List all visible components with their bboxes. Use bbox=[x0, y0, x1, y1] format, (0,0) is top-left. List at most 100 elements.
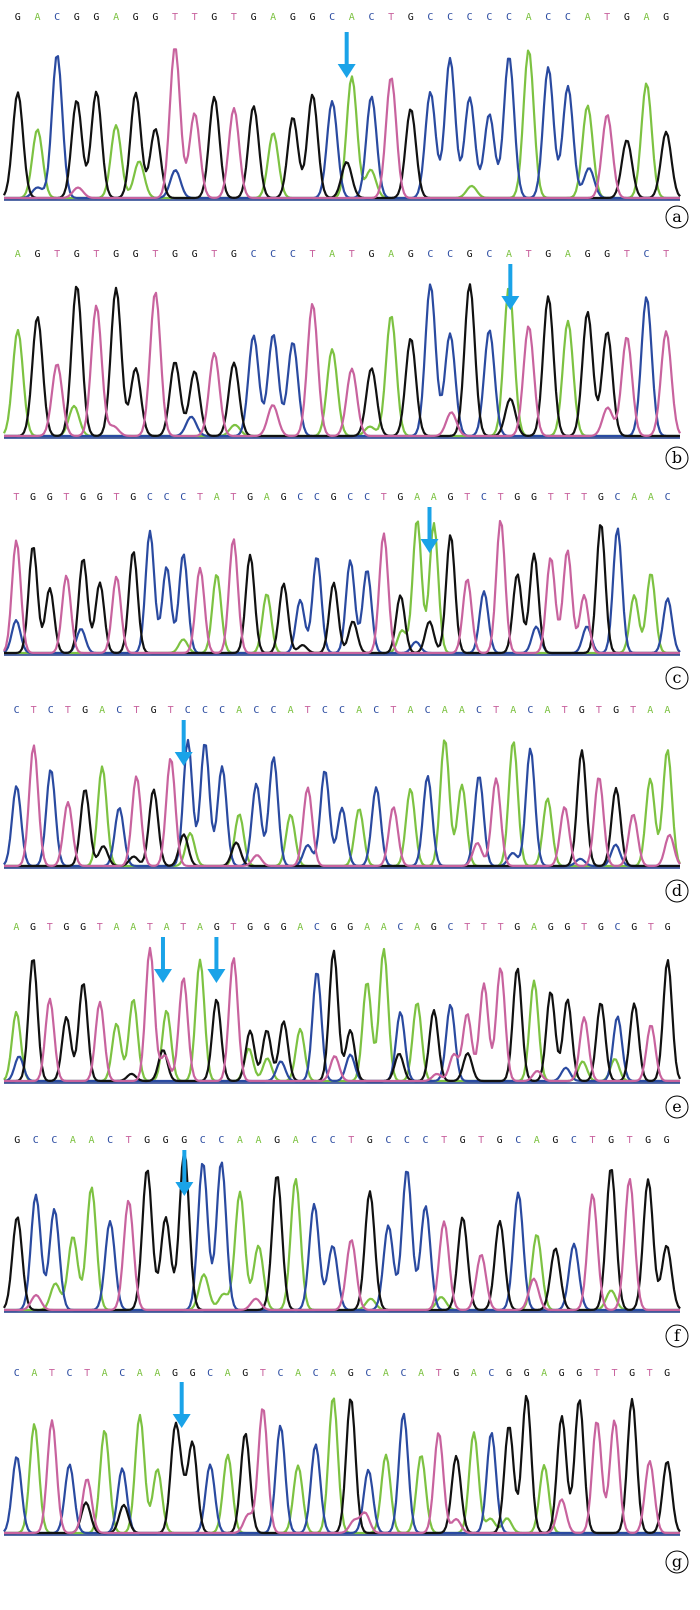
base-call-letter: G bbox=[664, 1368, 670, 1379]
base-call-letter: C bbox=[66, 1368, 72, 1379]
base-call-letter: C bbox=[313, 1368, 319, 1379]
base-call-letter: G bbox=[63, 922, 69, 933]
base-call-letter: C bbox=[202, 705, 208, 716]
base-call-letter: G bbox=[663, 12, 669, 23]
base-call-letter: G bbox=[211, 12, 217, 23]
base-call-letter: C bbox=[322, 705, 328, 716]
base-call-letter: C bbox=[404, 1135, 410, 1146]
base-call-letter: C bbox=[270, 249, 276, 260]
base-call-letter: C bbox=[185, 705, 191, 716]
base-call-letter: G bbox=[631, 922, 637, 933]
base-call-letter: T bbox=[624, 249, 630, 260]
base-call-letter: C bbox=[665, 492, 671, 503]
base-call-letter: G bbox=[214, 922, 220, 933]
base-call-letter: T bbox=[581, 492, 587, 503]
base-call-letter: G bbox=[514, 492, 520, 503]
base-call-letter: C bbox=[270, 705, 276, 716]
base-call-letter: G bbox=[309, 12, 315, 23]
trace-T bbox=[4, 1178, 680, 1312]
base-call-letter: G bbox=[93, 12, 99, 23]
base-call-letter: G bbox=[576, 1368, 582, 1379]
base-call-letter: T bbox=[31, 705, 37, 716]
base-call-letter: A bbox=[414, 922, 420, 933]
base-call-letter: G bbox=[598, 922, 604, 933]
base-call-letter: G bbox=[264, 922, 270, 933]
base-call-letter: C bbox=[422, 1135, 428, 1146]
base-call-letter: G bbox=[624, 12, 630, 23]
svg-text:g: g bbox=[672, 1552, 682, 1571]
base-call-letter: A bbox=[264, 492, 270, 503]
base-call-letter: G bbox=[47, 492, 53, 503]
base-call-letter: C bbox=[164, 492, 170, 503]
base-call-letter: G bbox=[113, 249, 119, 260]
trace-G bbox=[4, 524, 680, 655]
base-call-letter: C bbox=[314, 922, 320, 933]
base-call-letter: T bbox=[627, 1135, 633, 1146]
base-call-letter: G bbox=[524, 1368, 530, 1379]
base-call-letter: A bbox=[506, 249, 512, 260]
base-call-letter: G bbox=[506, 1368, 512, 1379]
base-call-letter: G bbox=[15, 12, 21, 23]
base-call-letter: A bbox=[113, 12, 119, 23]
base-call-letter: C bbox=[365, 1368, 371, 1379]
base-call-letter: C bbox=[364, 492, 370, 503]
base-call-letter: A bbox=[510, 705, 516, 716]
base-call-letter: C bbox=[277, 1368, 283, 1379]
base-call-letter: C bbox=[486, 249, 492, 260]
base-call-letter: G bbox=[453, 1368, 459, 1379]
trace-C bbox=[3, 972, 680, 1083]
panel-label: a bbox=[665, 205, 689, 229]
base-call-letter: C bbox=[297, 492, 303, 503]
mutation-arrow-icon bbox=[172, 1382, 191, 1428]
base-call-letter: A bbox=[197, 922, 203, 933]
base-call-letter: T bbox=[197, 492, 203, 503]
base-call-letter: A bbox=[113, 922, 119, 933]
base-call-letter: G bbox=[545, 249, 551, 260]
base-call-letter: G bbox=[604, 249, 610, 260]
base-call-letter: G bbox=[82, 705, 88, 716]
trace-T bbox=[4, 291, 682, 438]
mutation-arrow-icon bbox=[420, 507, 439, 553]
trace-G bbox=[4, 949, 682, 1083]
base-call-letter: T bbox=[349, 249, 355, 260]
base-call-letter: A bbox=[15, 249, 21, 260]
base-call-letter: G bbox=[14, 1135, 20, 1146]
base-call-letter: T bbox=[230, 492, 236, 503]
base-call-letter: G bbox=[190, 1368, 196, 1379]
base-call-letter: T bbox=[630, 705, 636, 716]
mutation-arrow-icon bbox=[175, 1150, 194, 1196]
panel-label: c bbox=[665, 666, 689, 690]
base-call-letter: A bbox=[407, 705, 413, 716]
base-call-letter: C bbox=[427, 249, 433, 260]
base-call-letter: T bbox=[172, 12, 178, 23]
base-call-letter: G bbox=[645, 1135, 651, 1146]
base-call-letter: A bbox=[541, 1368, 547, 1379]
base-call-letter: G bbox=[30, 492, 36, 503]
panel-label: d bbox=[665, 879, 689, 903]
base-call-letter: G bbox=[80, 922, 86, 933]
base-call-letter: A bbox=[349, 12, 355, 23]
base-call-letter: C bbox=[427, 12, 433, 23]
base-call-letter: G bbox=[30, 922, 36, 933]
panel-a: G A C G G A G G T T G T G A G G C A C T G C C C C C A C C A T G A Ga bbox=[2, 12, 689, 229]
base-call-letter: T bbox=[231, 12, 237, 23]
mutation-arrow-icon bbox=[207, 937, 226, 983]
trace-T bbox=[4, 744, 681, 868]
base-call-letter: T bbox=[97, 922, 103, 933]
base-call-letter: G bbox=[585, 249, 591, 260]
svg-text:e: e bbox=[672, 1097, 681, 1116]
base-call-letter: G bbox=[74, 249, 80, 260]
base-call-letter: C bbox=[614, 922, 620, 933]
mutation-arrow-icon bbox=[501, 264, 520, 310]
base-call-letter: G bbox=[247, 492, 253, 503]
base-call-letter: G bbox=[281, 922, 287, 933]
base-call-letter: A bbox=[214, 492, 220, 503]
base-call-letter: G bbox=[598, 492, 604, 503]
base-call-letter: T bbox=[526, 249, 532, 260]
base-call-letter: C bbox=[116, 705, 122, 716]
base-call-letter: G bbox=[163, 1135, 169, 1146]
base-call-letter: C bbox=[385, 1135, 391, 1146]
